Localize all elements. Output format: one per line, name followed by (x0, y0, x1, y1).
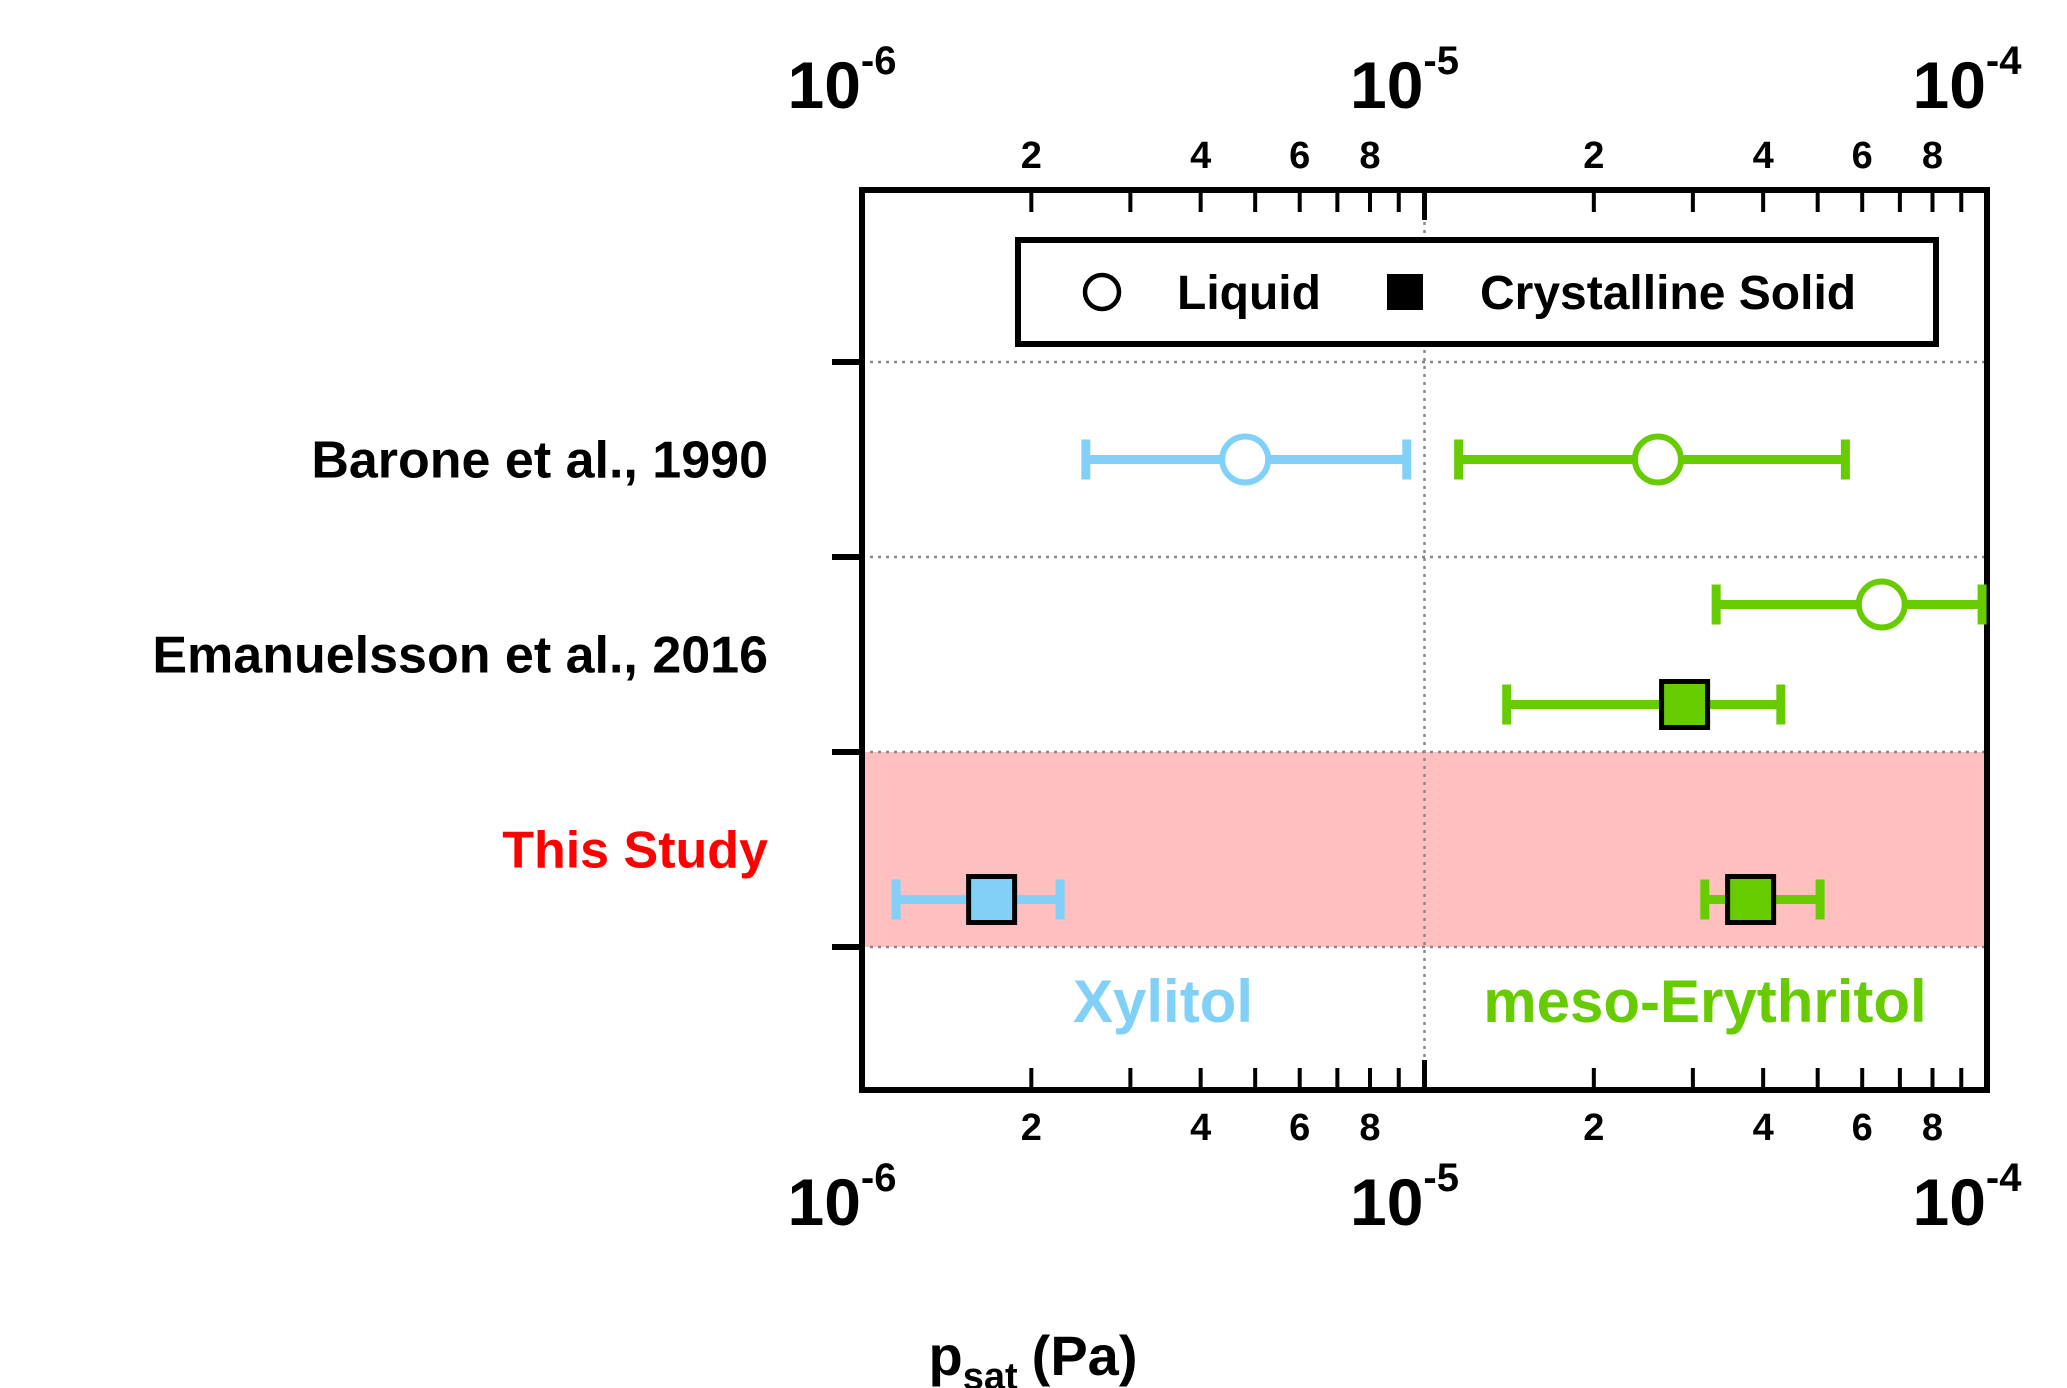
x-minor-label-bottom: 4 (1190, 1107, 1211, 1149)
data-point-group (1454, 433, 1850, 486)
x-minor-label-top: 6 (1852, 135, 1873, 177)
x-minor-label-top: 4 (1190, 135, 1211, 177)
x-decade-label-top: 10-4 (1913, 39, 2023, 122)
marker-open-circle (1855, 578, 1908, 631)
grid-lines (862, 190, 1987, 1090)
compound-labels: Xylitol meso-Erythritol (1073, 968, 1927, 1035)
legend-marker-open-circle (1082, 272, 1122, 312)
data-point-group (1711, 578, 1987, 631)
x-minor-label-bottom: 6 (1289, 1107, 1310, 1149)
x-minor-label-bottom: 2 (1583, 1107, 1604, 1149)
axes: 2 2 4 4 6 6 8 8 2 2 4 4 6 6 8 8 10-6 10-6 10-5 10-5 10-4 10-4 (788, 39, 2023, 1239)
x-axis-label-sub: sat (963, 1356, 1018, 1388)
x-axis-label-unit: (Pa) (1032, 1324, 1138, 1387)
x-decade-label-bottom: 10-4 (1913, 1156, 2023, 1239)
x-minor-label-top: 4 (1753, 135, 1774, 177)
x-decade-label-bottom: 10-6 (788, 1156, 897, 1239)
x-minor-label-bottom: 6 (1852, 1107, 1873, 1149)
series-points (891, 433, 1987, 925)
marker-open-circle (1219, 433, 1272, 486)
x-minor-label-bottom: 2 (1021, 1107, 1042, 1149)
x-minor-label-top: 2 (1021, 135, 1042, 177)
x-minor-label-bottom: 4 (1753, 1107, 1774, 1149)
x-axis-label-main: p (929, 1324, 963, 1387)
x-decade-label-top: 10-5 (1350, 39, 1459, 122)
x-decade-label-bottom: 10-5 (1350, 1156, 1459, 1239)
x-decade-label-top: 10-6 (788, 39, 897, 122)
marker-filled-square (1725, 874, 1777, 925)
x-minor-label-bottom: 8 (1922, 1107, 1943, 1149)
category-label: This Study (502, 822, 768, 880)
category-label: Emanuelsson et al., 2016 (152, 627, 768, 685)
marker-open-circle (1631, 433, 1684, 486)
legend-label-liquid: Liquid (1177, 267, 1321, 320)
x-minor-label-top: 6 (1289, 135, 1310, 177)
compound-label: Xylitol (1073, 968, 1253, 1035)
x-minor-label-bottom: 8 (1359, 1107, 1380, 1149)
compound-label: meso-Erythritol (1483, 968, 1926, 1035)
legend-label-crystalline-solid: Crystalline Solid (1480, 267, 1856, 320)
x-minor-label-top: 8 (1922, 135, 1943, 177)
x-minor-label-top: 8 (1359, 135, 1380, 177)
x-minor-label-top: 2 (1583, 135, 1604, 177)
category-label: Barone et al., 1990 (311, 432, 768, 490)
legend: Liquid Crystalline Solid (1015, 237, 1939, 347)
legend-box (1015, 237, 1939, 347)
x-axis-label: psat (Pa) (929, 1324, 1138, 1388)
data-point-group (891, 874, 1065, 925)
data-point-group (1081, 433, 1412, 486)
marker-filled-square (1659, 679, 1711, 730)
data-point-group (1700, 874, 1825, 925)
data-point-group (1502, 679, 1786, 730)
marker-filled-square (966, 874, 1018, 925)
legend-marker-filled-square (1387, 274, 1423, 310)
category-labels: Barone et al., 1990 Emanuelsson et al., 2… (152, 432, 768, 880)
